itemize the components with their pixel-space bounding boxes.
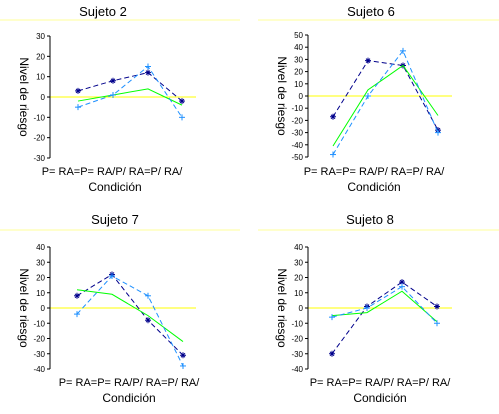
y-tick-label: -40	[33, 365, 45, 374]
y-tick-label: 40	[294, 43, 303, 52]
y-tick-label: 40	[36, 243, 45, 252]
y-tick-label: 10	[294, 289, 303, 298]
series-3-point	[179, 114, 185, 121]
series-3-line	[77, 65, 183, 118]
y-tick-label: 10	[36, 73, 45, 82]
y-tick-label: 10	[36, 289, 45, 298]
y-tick-label: 10	[294, 80, 303, 89]
y-tick-label: -20	[33, 335, 45, 344]
y-tick-label: 0	[299, 304, 304, 313]
series-3-line	[76, 275, 184, 367]
y-tick-label: -10	[291, 319, 303, 328]
x-axis-label: Condición	[353, 391, 406, 405]
y-tick-label: -20	[291, 116, 303, 125]
chart-panel-2: Sujeto 6 50 40 30 20 10 0 -10 -20 -30 -40 -50P= RA=…	[275, 4, 452, 194]
series-2-line	[331, 290, 438, 323]
series-3-point	[180, 362, 186, 369]
series-1-point	[434, 303, 440, 310]
x-tick-labels: P= RA=P= RA/P/ RA=P/ RA/	[59, 377, 201, 389]
series-3-point	[145, 63, 151, 70]
series-3-point	[329, 314, 335, 321]
y-tick-label: -40	[291, 365, 303, 374]
series-3-point	[75, 104, 81, 111]
series-3-point	[435, 129, 441, 136]
y-tick-label: -10	[291, 104, 303, 113]
y-tick-label: -20	[33, 134, 45, 143]
y-tick-label: -30	[291, 129, 303, 138]
series-1-line	[331, 281, 438, 355]
y-tick-label: -10	[33, 113, 45, 122]
series-1-point	[329, 350, 335, 357]
series-3-point	[400, 47, 406, 54]
x-tick-labels: P= RA=P= RA/P/ RA=P/ RA/	[304, 166, 446, 178]
series-3-point	[330, 151, 336, 158]
series-1-point	[180, 352, 186, 359]
series-1-line	[76, 273, 184, 356]
y-tick-label: 30	[36, 32, 45, 41]
y-tick-label: 30	[294, 258, 303, 267]
series-1-point	[145, 317, 151, 324]
x-axis-label: Condición	[88, 180, 141, 194]
y-axis-label: Nivel de riesgo	[17, 57, 31, 137]
y-tick-label: 0	[41, 93, 46, 102]
series-2-line	[76, 289, 184, 342]
series-1-point	[330, 113, 336, 120]
y-tick-label: 20	[36, 274, 45, 283]
series-1-line	[332, 60, 439, 131]
y-axis-label: Nivel de riesgo	[17, 268, 31, 348]
x-tick-labels: P= RA=P= RA/P/ RA=P/ RA/	[42, 166, 184, 178]
series-3-point	[74, 311, 80, 318]
series-1-point	[145, 69, 151, 76]
y-tick-label: 20	[294, 68, 303, 77]
y-tick-label: -10	[33, 319, 45, 328]
series-3-point	[145, 292, 151, 299]
y-tick-label: 0	[41, 304, 46, 313]
series-2-line	[77, 88, 183, 106]
y-tick-label: -20	[291, 335, 303, 344]
series-1-point	[365, 57, 371, 64]
chart-title: Sujeto 6	[347, 4, 395, 19]
y-tick-label: 0	[299, 92, 304, 101]
series-3-point	[365, 93, 371, 99]
series-3-point	[434, 320, 440, 327]
y-tick-label: 20	[294, 274, 303, 283]
chart-title: Sujeto 7	[91, 212, 139, 227]
series-1-point	[74, 292, 80, 299]
y-tick-label: -40	[291, 141, 303, 150]
series-3-line	[332, 49, 439, 155]
y-tick-label: -30	[33, 154, 45, 163]
series-1-point	[179, 98, 185, 105]
x-axis-label: Condición	[347, 180, 400, 194]
series-1-point	[75, 87, 81, 94]
series-3-point	[364, 305, 370, 311]
chart-title: Sujeto 2	[79, 4, 127, 19]
y-axis-label: Nivel de riesgo	[275, 268, 289, 348]
y-tick-label: 30	[294, 55, 303, 64]
y-tick-label: 40	[294, 243, 303, 252]
series-1-point	[110, 77, 116, 84]
y-tick-label: 20	[36, 52, 45, 61]
series-3-point	[109, 272, 115, 279]
x-tick-labels: P= RA=P= RA/P/ RA=P/ RA/	[310, 377, 452, 389]
y-tick-label: -50	[291, 153, 303, 162]
chart-panel-4: Sujeto 8 40 30 20 10 0 -10 -20 -30 -40 P= RA=P= RA…	[275, 212, 452, 405]
chart-panel-3: Sujeto 7 40 30 20 10 0 -10 -20 -30 -40 P= RA=P= RA…	[17, 212, 200, 405]
series-3-point	[110, 91, 116, 98]
y-tick-label: -30	[33, 350, 45, 359]
series-1-line	[77, 72, 183, 102]
y-axis-label: Nivel de riesgo	[275, 56, 289, 136]
series-3-point	[399, 283, 405, 290]
x-axis-label: Condición	[102, 391, 155, 405]
chart-title: Sujeto 8	[346, 212, 394, 227]
y-tick-label: -30	[291, 350, 303, 359]
y-tick-label: 30	[36, 258, 45, 267]
series-3-line	[331, 286, 438, 324]
chart-panel-1: Sujeto 2 30 20 10 0 -10 -20 -30 P= RA=P= RA/P/ R…	[17, 4, 196, 194]
y-tick-label: 50	[294, 31, 303, 40]
series-2-line	[332, 64, 439, 147]
